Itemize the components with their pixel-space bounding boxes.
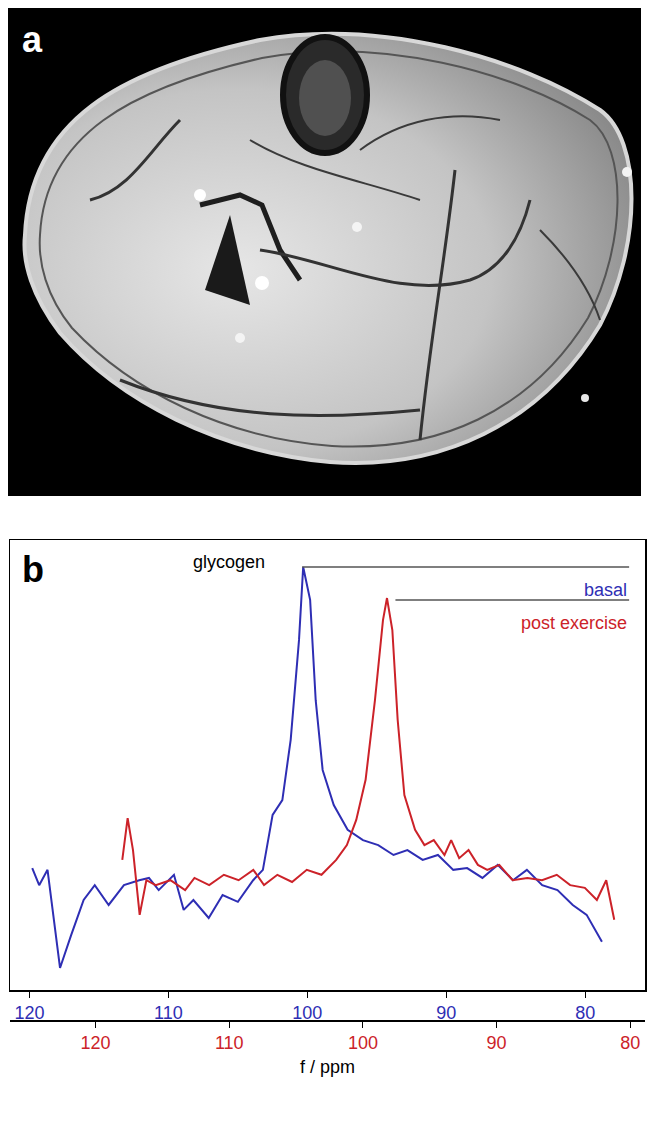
svg-text:f / ppm: f / ppm — [300, 1057, 355, 1077]
svg-text:100: 100 — [348, 1033, 378, 1053]
svg-text:glycogen: glycogen — [193, 552, 265, 572]
svg-text:110: 110 — [154, 1003, 183, 1023]
svg-text:b: b — [22, 549, 44, 590]
svg-text:110: 110 — [215, 1033, 244, 1053]
svg-text:120: 120 — [81, 1033, 111, 1053]
svg-text:80: 80 — [575, 1003, 595, 1023]
svg-text:90: 90 — [487, 1033, 507, 1053]
svg-text:120: 120 — [14, 1003, 44, 1023]
svg-text:80: 80 — [620, 1033, 640, 1053]
svg-text:100: 100 — [292, 1003, 322, 1023]
svg-text:a: a — [22, 19, 43, 60]
svg-text:post exercise: post exercise — [521, 613, 627, 633]
svg-text:basal: basal — [584, 580, 627, 600]
svg-text:90: 90 — [436, 1003, 456, 1023]
